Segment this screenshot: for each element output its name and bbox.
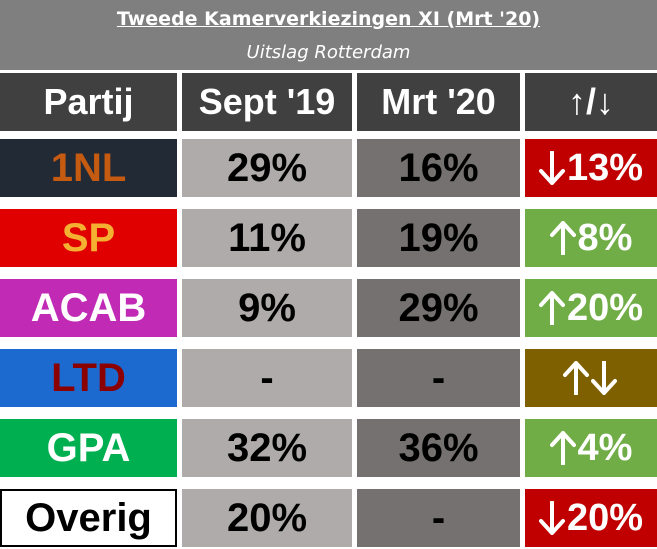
table-title: Tweede Kamerverkiezingen XI (Mrt '20) <box>0 0 657 36</box>
mrt20-cell: 29% <box>357 279 520 337</box>
change-cell: 4% <box>525 419 657 477</box>
column-header-mrt20: Mrt '20 <box>357 73 520 131</box>
mrt20-cell: 36% <box>357 419 520 477</box>
change-cell: 20% <box>525 279 657 337</box>
party-cell: Overig <box>0 489 177 547</box>
party-cell: ACAB <box>0 279 177 337</box>
change-value: 13% <box>566 146 644 189</box>
column-header-change: ↑/↓ <box>525 73 657 131</box>
sept19-cell: 11% <box>182 209 352 267</box>
column-header-party: Partij <box>0 73 177 131</box>
column-header-sept19: Sept '19 <box>182 73 352 131</box>
party-cell: 1NL <box>0 139 177 197</box>
party-cell: GPA <box>0 419 177 477</box>
sept19-cell: 32% <box>182 419 352 477</box>
change-value: 8% <box>577 216 633 259</box>
change-value: 20% <box>566 286 644 329</box>
mrt20-cell: 16% <box>357 139 520 197</box>
sept19-cell: 29% <box>182 139 352 197</box>
change-value: 4% <box>577 426 633 469</box>
arrow-down-icon <box>538 151 567 185</box>
sept19-cell: - <box>182 349 352 407</box>
arrow-up-down-icon <box>563 361 619 395</box>
mrt20-cell: - <box>357 489 520 547</box>
arrow-up-icon <box>538 291 567 325</box>
mrt20-cell: - <box>357 349 520 407</box>
table-subtitle: Uitslag Rotterdam <box>0 36 657 70</box>
party-cell: SP <box>0 209 177 267</box>
change-cell: 13% <box>525 139 657 197</box>
change-cell: 20% <box>525 489 657 547</box>
party-cell: LTD <box>0 349 177 407</box>
arrow-down-icon <box>538 501 567 535</box>
change-value: 20% <box>566 496 644 539</box>
mrt20-cell: 19% <box>357 209 520 267</box>
sept19-cell: 9% <box>182 279 352 337</box>
arrow-up-icon <box>549 221 578 255</box>
change-cell: 8% <box>525 209 657 267</box>
sept19-cell: 20% <box>182 489 352 547</box>
arrow-up-icon <box>549 431 578 465</box>
change-cell <box>525 349 657 407</box>
